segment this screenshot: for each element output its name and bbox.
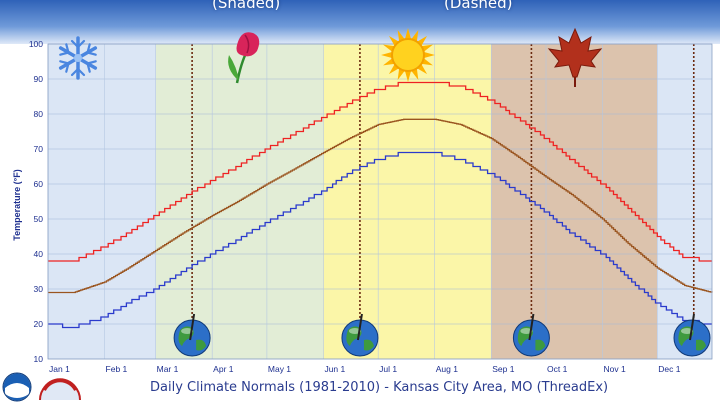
season-icons [58,27,603,87]
globe-icon [673,313,711,357]
season-band-winter [48,44,156,359]
tulip-icon [228,32,260,84]
y-tick-label: 10 [34,354,44,364]
header-banner: (Shaded) (Dashed) [0,0,720,44]
y-tick-label: 100 [29,39,43,49]
y-tick-label: 50 [34,214,44,224]
globe-icon [341,313,379,357]
weather-service-logo [39,378,81,400]
chart-title: Daily Climate Normals (1981-2010) - Kans… [150,380,609,395]
plot-frame [47,43,713,360]
series-line-low [48,151,712,329]
snowflake-icon [58,36,98,80]
x-tick-label: Dec 1 [658,364,680,374]
y-tick-label: 90 [34,74,44,84]
x-tick-label: Sep 1 [492,364,514,374]
x-tick-label: Jul 1 [379,364,397,374]
x-tick-label: Aug 1 [436,364,458,374]
globe-icons [173,313,711,357]
x-tick-label: Oct 1 [547,364,568,374]
x-tick-label: Mar 1 [157,364,179,374]
y-tick-label: 80 [34,109,44,119]
y-tick-label: 40 [34,249,44,259]
sun-icon [381,28,435,82]
x-tick-label: May 1 [268,364,291,374]
x-tick-label: Apr 1 [213,364,234,374]
series-lines [48,81,713,329]
x-tick-label: Feb 1 [106,364,128,374]
series-line-mean [48,118,713,294]
globe-icon [512,313,550,357]
x-tick-label: Jun 1 [324,364,345,374]
y-axis-label: Temperature (°F) [12,169,22,240]
x-tick-label: Nov 1 [604,364,626,374]
season-band-summer [323,44,492,359]
x-tick-label: Jan 1 [49,364,70,374]
axes: 10 20 30 40 50 60 70 80 90 100 Jan 1 Feb 1 Mar 1 Apr … [29,39,713,374]
maple-leaf-icon [547,27,603,87]
y-tick-label: 30 [34,284,44,294]
series-line-high [48,81,712,262]
header-dashed-label: (Dashed) [444,0,513,12]
globe-icon [173,313,211,357]
y-tick-label: 70 [34,144,44,154]
season-band-fall [491,44,658,359]
season-band-winter [657,44,712,359]
y-tick-label: 60 [34,179,44,189]
season-bands [48,44,712,359]
header-shaded-label: (Shaded) [212,0,281,12]
noaa-logo [2,372,32,402]
y-tick-label: 20 [34,319,44,329]
